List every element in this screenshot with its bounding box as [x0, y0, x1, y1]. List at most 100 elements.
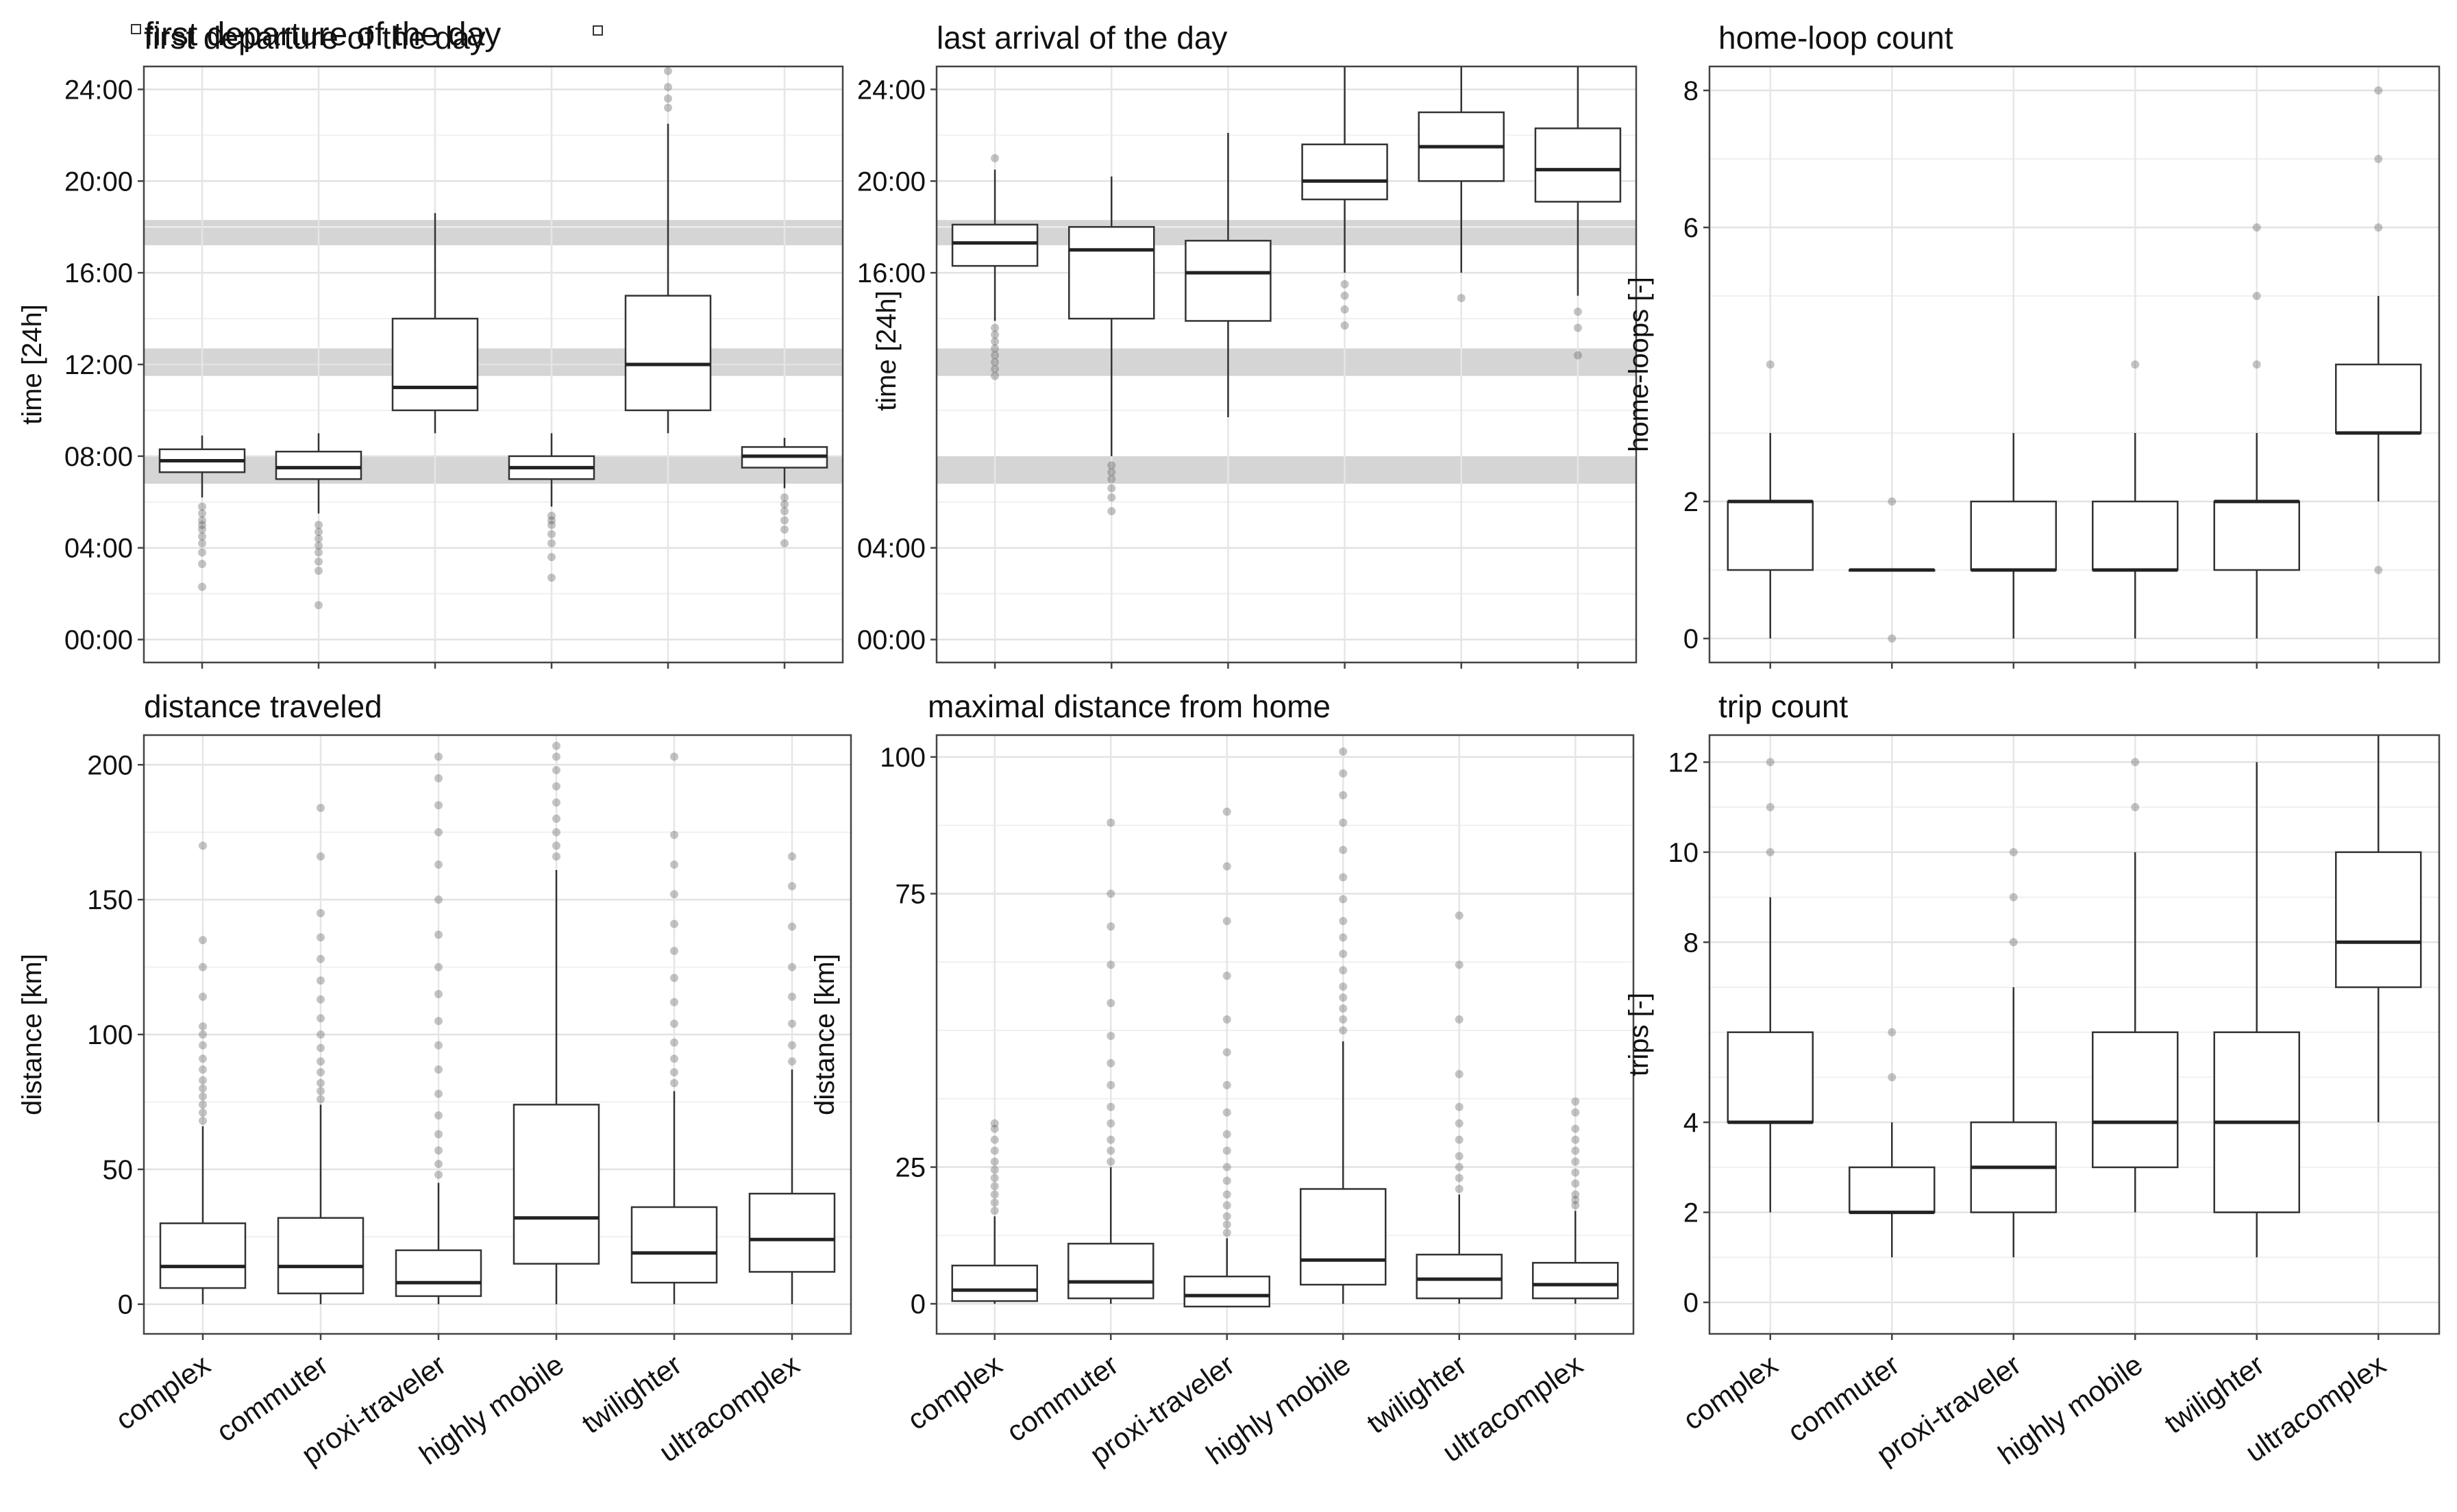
outlier-point [1339, 873, 1348, 882]
outlier-point [1222, 1130, 1231, 1139]
outlier-point [434, 773, 443, 782]
panels: 00:00 04:00 08:00 12:00 16:00 20:00 24:00 first… [17, 20, 2441, 1471]
plot-border [935, 65, 1638, 664]
outlier-point [198, 532, 206, 541]
outlier-point [664, 94, 672, 103]
box-iqr [395, 1249, 482, 1298]
outlier-point [1455, 1163, 1464, 1172]
box-ultracomplex [748, 852, 836, 1304]
outlier-point [788, 852, 796, 861]
outlier-point [314, 601, 323, 610]
outlier-point [788, 963, 796, 971]
outlier-point [198, 539, 206, 547]
legend-key-1 [131, 24, 141, 34]
outlier-point [1455, 1102, 1464, 1111]
outlier-point [199, 1116, 207, 1125]
y-tick-label: 6 [1683, 213, 1699, 243]
panel-title: first departure of the day [144, 20, 486, 55]
outlier-point [1222, 1201, 1231, 1210]
box-complex [1727, 360, 1814, 639]
outlier-point [1107, 475, 1116, 484]
outlier-point [788, 1057, 796, 1066]
outlier-point [670, 1068, 678, 1077]
outlier-point [1571, 1108, 1580, 1117]
outlier-point [990, 1165, 999, 1174]
box-twilighter [630, 752, 718, 1304]
outlier-point [991, 323, 1000, 332]
plot-border [1708, 734, 2441, 1335]
box-iqr [2335, 363, 2422, 434]
box-proxi-traveler [1183, 807, 1270, 1308]
box-commuter [1849, 497, 1936, 643]
outlier-point [1571, 1135, 1580, 1144]
outlier-point [670, 860, 678, 869]
box-twilighter [2213, 223, 2300, 639]
outlier-point [780, 539, 789, 547]
outlier-point [317, 1095, 325, 1104]
outlier-point [198, 560, 206, 569]
outlier-point [1107, 1146, 1115, 1155]
y-tick-label: 10 [1668, 838, 1699, 868]
outlier-point [664, 66, 672, 75]
y-tick-label: 20:00 [857, 166, 926, 197]
reference-band [144, 220, 843, 245]
outlier-point [1571, 1097, 1580, 1106]
outlier-point [434, 989, 443, 998]
outlier-point [317, 852, 325, 861]
outlier-point [1222, 1190, 1231, 1199]
outlier-point [990, 1146, 999, 1155]
box-iqr [159, 1222, 247, 1289]
box-iqr [1970, 500, 2057, 571]
outlier-point [1339, 982, 1348, 991]
plot-border [1708, 65, 2441, 664]
outlier-point [317, 933, 325, 942]
box-iqr [951, 1264, 1038, 1302]
outlier-point [199, 841, 207, 850]
outlier-point [314, 548, 323, 557]
outlier-point [780, 493, 789, 502]
outlier-point [1339, 1004, 1348, 1013]
box-iqr [1185, 240, 1272, 322]
outlier-point [788, 1041, 796, 1050]
outlier-point [1107, 1102, 1115, 1111]
outlier-point [552, 782, 560, 791]
y-tick-label: 8 [1683, 76, 1699, 106]
outlier-point [1339, 917, 1348, 926]
box-iqr [391, 317, 479, 412]
box-commuter [1067, 818, 1155, 1304]
outlier-point [1455, 1185, 1464, 1193]
outlier-point [670, 974, 678, 982]
outlier-point [2009, 893, 2018, 902]
box-ultracomplex [1534, 66, 1622, 360]
outlier-point [670, 946, 678, 955]
outlier-point [991, 337, 1000, 346]
y-tick-label: 24:00 [857, 75, 926, 105]
y-tick-label: 16:00 [857, 258, 926, 288]
outlier-point [670, 997, 678, 1006]
outlier-point [1222, 1212, 1231, 1221]
y-tick-label: 12:00 [64, 350, 133, 380]
box-highly-mobile [1300, 747, 1387, 1304]
outlier-point [2252, 360, 2261, 369]
y-tick-label: 100 [880, 743, 926, 773]
outlier-point [434, 1170, 443, 1179]
outlier-point [1766, 758, 1775, 767]
outlier-point [1571, 1195, 1580, 1204]
outlier-point [547, 539, 556, 547]
box-twilighter [1416, 911, 1503, 1304]
y-tick-label: 50 [103, 1155, 134, 1185]
outlier-point [1107, 461, 1116, 470]
outlier-point [1571, 1179, 1580, 1188]
box-proxi-traveler [395, 752, 482, 1304]
outlier-point [1455, 1152, 1464, 1161]
y-tick-label: 2 [1683, 487, 1699, 517]
outlier-point [547, 516, 556, 525]
outlier-point [552, 752, 560, 761]
outlier-point [664, 83, 672, 92]
outlier-point [991, 351, 1000, 360]
box-twilighter [2213, 762, 2300, 1258]
box-proxi-traveler [391, 213, 479, 434]
outlier-point [199, 1100, 207, 1109]
y-tick-label: 8 [1683, 928, 1699, 958]
outlier-point [670, 1038, 678, 1047]
